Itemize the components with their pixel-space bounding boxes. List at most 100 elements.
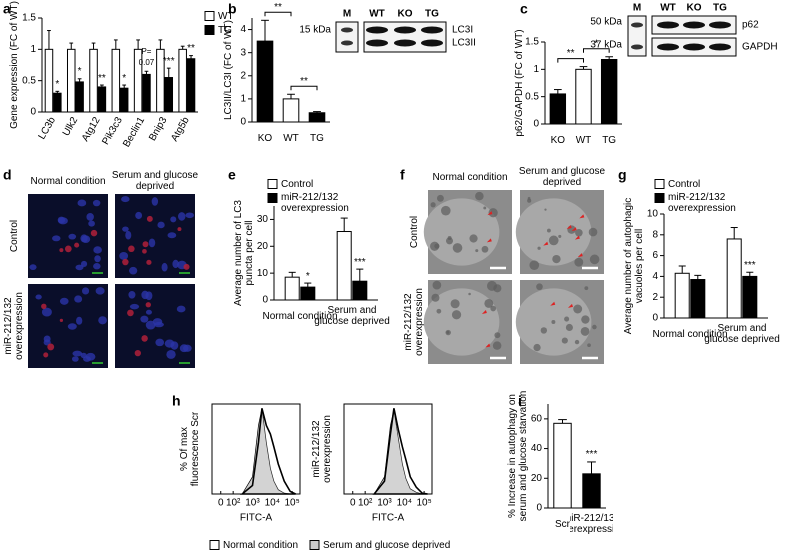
panel-letter: i [518,393,522,409]
row-label: miR-212/132 overexpression [3,292,25,360]
bar [282,98,300,123]
organelle [544,208,547,211]
nucleus [52,235,61,242]
significance-label-box: * [78,66,82,77]
organelle [588,227,598,237]
organelle [490,305,497,312]
organelle [547,228,551,233]
column-label: Serum and glucose deprived [518,166,606,188]
puncta [177,227,182,232]
y-tick-label: 0 [652,313,658,324]
organelle [445,329,451,336]
panel-letter: d [3,167,12,183]
x-tick-label: 10³ [377,498,392,509]
arrow [579,214,585,219]
legend-label: miR-212/132 overexpression [668,192,736,214]
nucleus [172,259,179,269]
x-tick-label: WT [283,132,299,144]
panel-letter: b [228,1,237,17]
cell-region [423,288,500,356]
row-label-box: Control [409,216,420,248]
y-tick-label: 1.5 [22,13,36,24]
organelle [445,237,454,245]
bar [582,473,601,509]
band-label: p62 [742,20,759,31]
significance-label: ** [187,43,195,55]
y-axis-label: Average number of LC3 puncta per cell [233,200,255,306]
nucleus [170,216,177,223]
nucleus [29,264,37,271]
puncta [128,245,135,253]
lane-label: TG [425,9,439,20]
y-axis-label-box: Gene expression (FC of WT) [9,1,20,129]
organelle [584,286,589,291]
x-tick-label-box: miR-212/132 overexpression [570,513,614,535]
arrow [567,303,573,308]
organelle [575,228,583,237]
nucleus [93,246,102,254]
legend-swatch [267,179,278,189]
puncta [64,245,72,253]
legend-swatch [204,11,215,21]
puncta [43,352,49,358]
nucleus [140,315,149,323]
organelle [430,202,436,208]
y-tick-label: 1.5 [525,37,539,48]
nucleus [122,226,129,232]
x-tick-label-box: Serum and glucose deprived [704,323,780,345]
blot-band [421,39,443,47]
significance-label: *** [743,259,756,271]
x-tick-label-box: TG [602,135,616,146]
significance-label: ** [97,72,106,84]
organelle [561,337,568,344]
nucleus [59,297,69,305]
column-label: Normal condition [30,175,106,187]
blot-band [421,26,443,34]
bar [256,40,274,123]
arrow [481,309,487,314]
organelle [469,234,478,243]
significance-label-box: * [306,271,310,282]
significance-label: *** [353,256,366,268]
x-tick-label: 10⁵ [284,498,299,509]
organelle [587,343,591,348]
bar [119,87,129,113]
nucleus [81,235,91,243]
x-tick-label: Serum and glucose deprived [314,305,390,327]
y-tick-label: 60 [531,413,543,424]
y-tick-label: 0 [262,295,268,306]
histogram-area [372,408,428,495]
blot-band [709,43,731,51]
marker-label: 37 kDa [590,40,622,51]
nucleus [176,305,186,313]
organelle [484,299,494,308]
puncta [41,303,47,309]
x-tick-label: Beclin1 [121,115,147,149]
organelle [540,327,548,334]
x-tick-label: Bnip3 [147,115,170,143]
y-axis-label-box: LC3II/LC3I (FC of WT) [223,20,234,120]
significance-label-box: P= 0.07 [139,47,155,67]
y-tick-label: 0 [536,503,542,514]
lane-label: WT [660,3,676,14]
legend-label: Normal condition [223,539,299,551]
legend-label-box: Normal condition [223,539,299,551]
x-tick-label-box: WT [283,132,299,144]
organelle [536,283,543,291]
lane-label: M [343,9,351,20]
y-tick-label: 2 [652,292,658,303]
significance-label: ** [274,2,282,13]
blot-band [394,39,416,47]
legend-swatch [209,540,220,550]
organelle [488,208,498,218]
x-tick-label: 10² [226,498,241,509]
nucleus [148,238,156,248]
organelle [475,191,484,201]
nucleus [119,252,129,260]
y-tick-label: 4 [240,24,246,35]
blot-band [631,22,643,28]
nucleus [85,352,96,361]
x-tick-label-box: KO [551,135,565,146]
y-tick-label: 10 [647,209,659,220]
